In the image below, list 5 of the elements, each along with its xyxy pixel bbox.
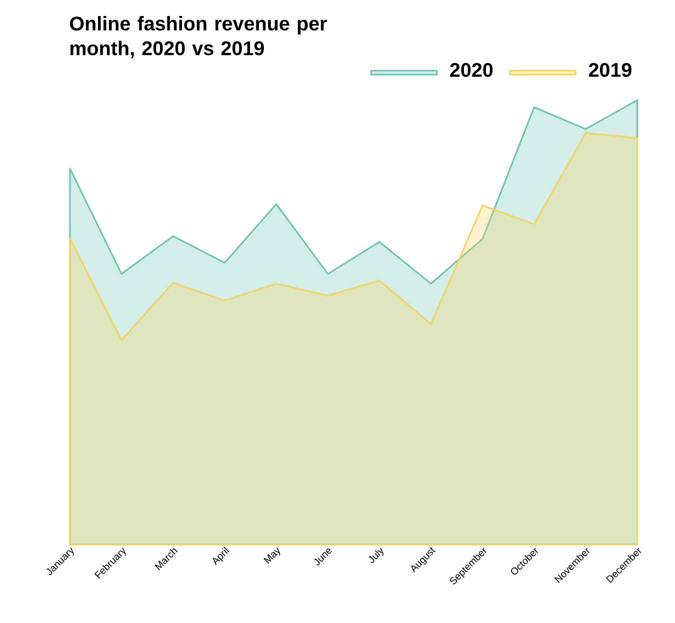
x-tick-label: July xyxy=(368,548,384,563)
legend-label: 2020 xyxy=(450,63,493,78)
chart-title: Online fashion revenue per month, 2020 vs 2019 xyxy=(70,16,327,58)
legend-label: 2019 xyxy=(588,63,632,78)
x-tick-label: May xyxy=(264,547,280,564)
